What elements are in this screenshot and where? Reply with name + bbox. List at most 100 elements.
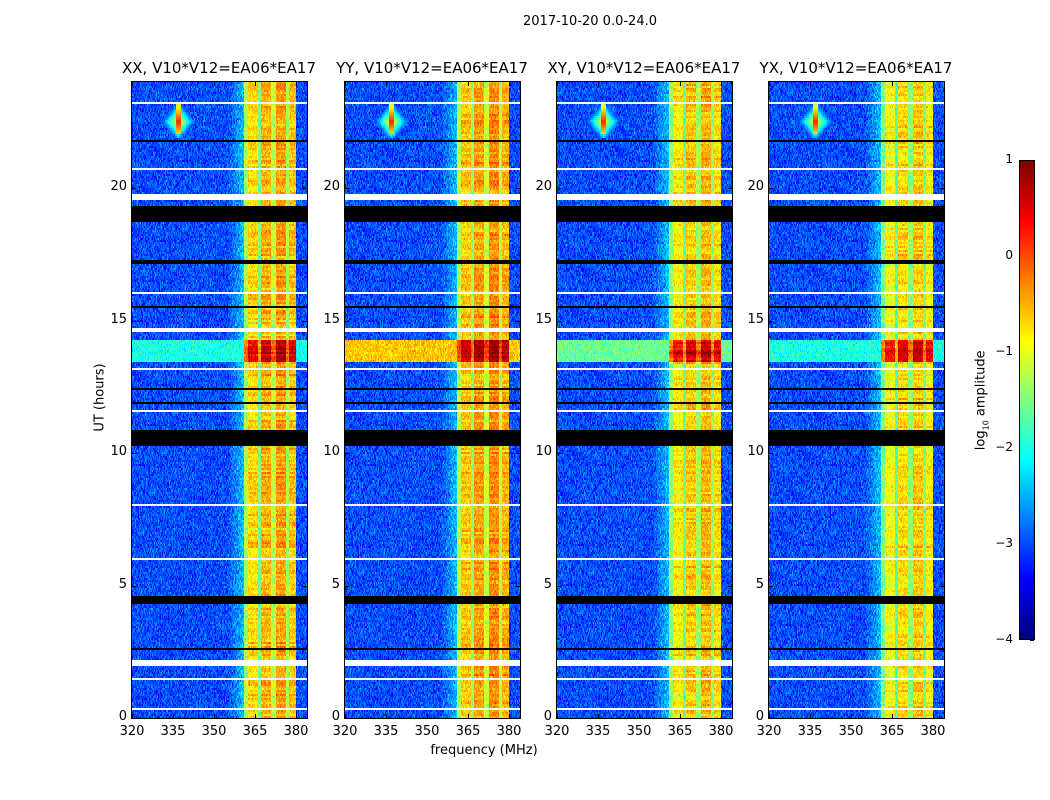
colorbar-tick-label: 1 bbox=[1005, 152, 1013, 166]
x-tick bbox=[509, 714, 511, 718]
panel-title: XY, V10*V12=EA06*EA17 bbox=[547, 59, 741, 77]
x-tick-label: 350 bbox=[626, 724, 652, 739]
x-tick-label: 335 bbox=[373, 724, 399, 739]
colorbar-gradient bbox=[1020, 161, 1034, 639]
x-tick bbox=[345, 82, 346, 86]
y-tick bbox=[345, 188, 349, 189]
spectrogram-panel bbox=[556, 81, 733, 719]
y-tick bbox=[132, 585, 136, 587]
spectrogram-panel bbox=[131, 81, 308, 719]
x-tick-label: 380 bbox=[496, 724, 522, 739]
y-tick-label: 5 bbox=[755, 576, 764, 592]
y-tick bbox=[728, 453, 732, 454]
colorbar-tick-label: −4 bbox=[995, 632, 1013, 646]
x-tick bbox=[255, 714, 257, 718]
y-tick bbox=[728, 585, 732, 587]
x-tick-label: 380 bbox=[920, 724, 946, 739]
y-tick bbox=[940, 320, 944, 322]
x-tick bbox=[468, 82, 470, 86]
y-tick bbox=[132, 320, 136, 322]
x-tick-label: 320 bbox=[332, 724, 358, 739]
y-tick-label: 10 bbox=[535, 444, 552, 459]
y-tick bbox=[516, 188, 520, 189]
colorbar-tick-label: 0 bbox=[1005, 248, 1013, 262]
colorbar-tick-label: −2 bbox=[995, 440, 1013, 454]
x-tick bbox=[173, 82, 175, 86]
x-tick bbox=[173, 714, 175, 718]
y-tick bbox=[132, 718, 136, 719]
x-tick bbox=[810, 82, 812, 86]
y-tick bbox=[132, 188, 136, 189]
x-tick-label: 350 bbox=[838, 724, 864, 739]
x-tick bbox=[680, 714, 682, 718]
x-tick bbox=[132, 82, 133, 86]
x-tick bbox=[892, 714, 894, 718]
x-tick bbox=[255, 82, 257, 86]
y-tick bbox=[557, 585, 561, 587]
y-tick-label: 15 bbox=[110, 311, 127, 327]
x-tick bbox=[427, 82, 429, 86]
waterfall-heatmap bbox=[132, 82, 307, 718]
x-tick bbox=[345, 714, 346, 718]
colorbar-label-suffix: amplitude bbox=[973, 350, 989, 421]
y-tick bbox=[769, 320, 773, 322]
y-tick bbox=[557, 453, 561, 454]
colorbar bbox=[1019, 160, 1035, 640]
spectrogram-panel bbox=[344, 81, 521, 719]
x-tick bbox=[509, 82, 511, 86]
colorbar-label: log10 amplitude bbox=[974, 320, 991, 480]
y-tick-label: 15 bbox=[535, 311, 552, 327]
x-tick bbox=[598, 714, 600, 718]
y-tick-label: 5 bbox=[331, 576, 340, 592]
x-tick bbox=[721, 82, 723, 86]
x-tick bbox=[851, 714, 853, 718]
x-tick-label: 320 bbox=[756, 724, 782, 739]
x-tick bbox=[557, 82, 558, 86]
x-tick-label: 335 bbox=[585, 724, 611, 739]
y-tick-label: 15 bbox=[747, 311, 764, 327]
x-tick bbox=[468, 714, 470, 718]
y-tick bbox=[769, 188, 773, 189]
colorbar-tick-label: −3 bbox=[995, 536, 1013, 550]
y-tick-label: 10 bbox=[323, 444, 340, 459]
y-tick bbox=[769, 718, 773, 719]
x-tick bbox=[892, 82, 894, 86]
y-tick bbox=[132, 453, 136, 454]
y-tick bbox=[557, 188, 561, 189]
x-tick bbox=[214, 82, 216, 86]
panel-title: YX, V10*V12=EA06*EA17 bbox=[759, 59, 953, 77]
x-tick bbox=[296, 714, 298, 718]
x-tick-label: 365 bbox=[879, 724, 905, 739]
x-axis-label: frequency (MHz) bbox=[430, 743, 538, 758]
colorbar-tick bbox=[1030, 640, 1034, 641]
x-tick-label: 335 bbox=[797, 724, 823, 739]
x-tick-label: 380 bbox=[708, 724, 734, 739]
x-tick bbox=[557, 714, 558, 718]
y-tick bbox=[516, 453, 520, 454]
y-tick bbox=[769, 453, 773, 454]
x-tick-label: 365 bbox=[455, 724, 481, 739]
figure-title: 2017-10-20 0.0-24.0 bbox=[523, 14, 657, 29]
x-tick bbox=[598, 82, 600, 86]
y-tick-label: 20 bbox=[535, 179, 552, 194]
x-tick bbox=[933, 714, 935, 718]
y-tick bbox=[769, 585, 773, 587]
y-tick bbox=[728, 718, 732, 719]
y-tick bbox=[303, 188, 307, 189]
x-tick bbox=[851, 82, 853, 86]
y-tick-label: 0 bbox=[543, 709, 552, 724]
colorbar-tick-label: −1 bbox=[995, 344, 1013, 358]
y-tick bbox=[516, 585, 520, 587]
x-tick-label: 320 bbox=[544, 724, 570, 739]
x-tick bbox=[132, 714, 133, 718]
x-tick bbox=[214, 714, 216, 718]
x-tick bbox=[639, 82, 641, 86]
colorbar-label-sub: 10 bbox=[981, 420, 991, 431]
x-tick-label: 350 bbox=[201, 724, 227, 739]
y-tick bbox=[940, 585, 944, 587]
y-tick bbox=[303, 320, 307, 322]
x-tick bbox=[680, 82, 682, 86]
y-tick-label: 5 bbox=[543, 576, 552, 592]
y-axis-label: UT (hours) bbox=[92, 363, 108, 432]
y-tick bbox=[940, 188, 944, 189]
